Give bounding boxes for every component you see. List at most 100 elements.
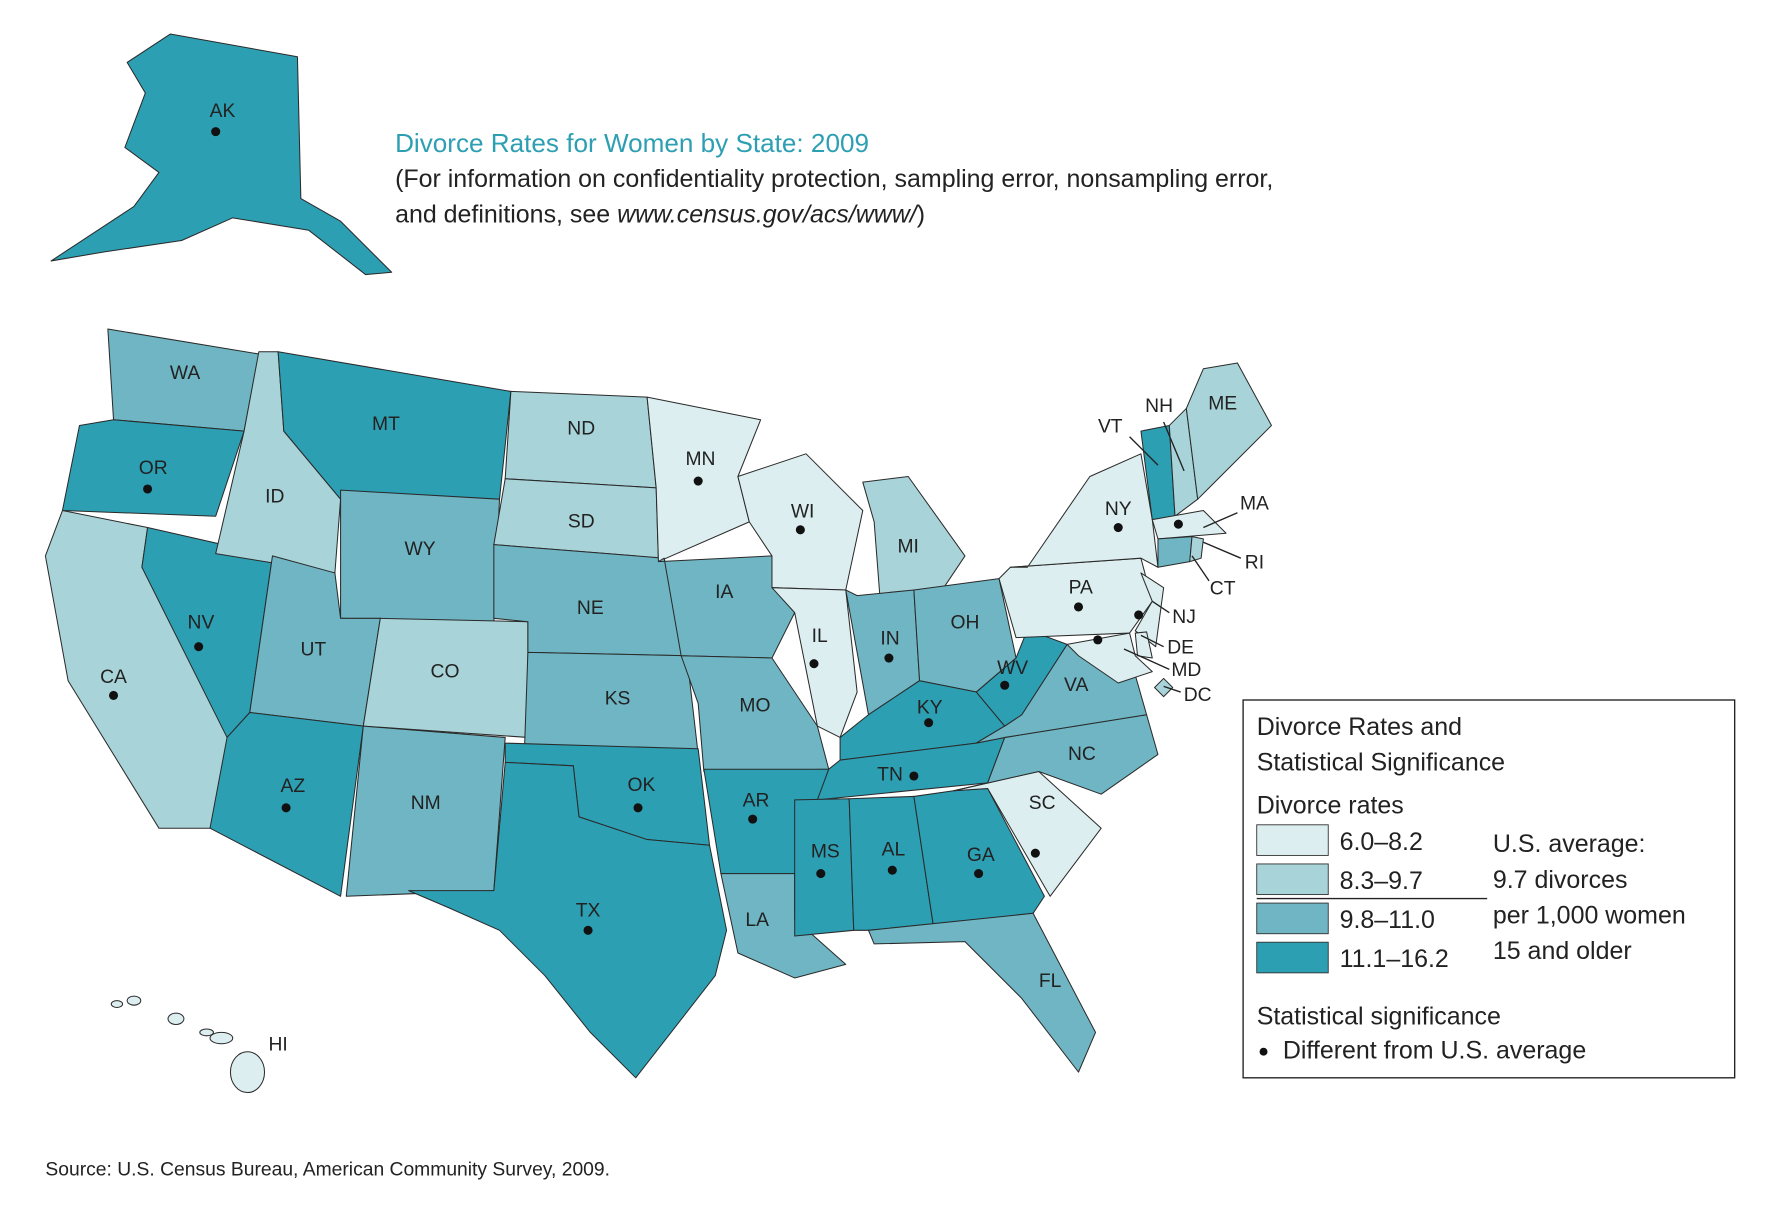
subtitle-text: and definitions, see bbox=[395, 200, 617, 228]
state-label: NV bbox=[188, 613, 215, 634]
state-label: ID bbox=[265, 487, 284, 508]
state-label: MT bbox=[372, 414, 400, 435]
state-label: IA bbox=[715, 582, 733, 603]
state-label: SD bbox=[568, 512, 595, 533]
state-shape bbox=[50, 33, 393, 276]
subtitle-text: ) bbox=[917, 200, 925, 228]
state-label: UT bbox=[300, 640, 326, 661]
legend-dot bbox=[1259, 1047, 1268, 1056]
legend-swatch bbox=[1256, 863, 1329, 896]
state-shape bbox=[209, 1031, 234, 1045]
state-label: DC bbox=[1184, 685, 1212, 706]
state-label: TX bbox=[576, 901, 601, 922]
legend-title: Statistical Significance bbox=[1257, 748, 1505, 776]
state-label: AL bbox=[882, 839, 906, 860]
significance-dot bbox=[887, 865, 897, 875]
significance-dot bbox=[194, 642, 204, 652]
state-shape bbox=[167, 1012, 185, 1025]
state-label: MN bbox=[685, 449, 715, 470]
state-label: WI bbox=[791, 501, 815, 522]
state-shape bbox=[1185, 362, 1272, 500]
state-label: KS bbox=[605, 689, 631, 710]
legend-note: 15 and older bbox=[1493, 937, 1632, 965]
state-label: DE bbox=[1167, 637, 1194, 658]
legend: Divorce Rates and Statistical Significan… bbox=[1242, 699, 1736, 1079]
significance-dot bbox=[974, 869, 984, 879]
significance-dot bbox=[924, 718, 934, 728]
state-shape bbox=[229, 1051, 266, 1094]
leader-line bbox=[1140, 634, 1164, 648]
significance-dot bbox=[909, 771, 919, 781]
state-label: ND bbox=[567, 419, 595, 440]
state-label: AZ bbox=[281, 776, 306, 797]
legend-note: U.S. average: bbox=[1493, 830, 1646, 858]
state-label: NH bbox=[1145, 396, 1173, 417]
state-label: WV bbox=[997, 658, 1028, 679]
subtitle: (For information on confidentiality prot… bbox=[395, 165, 1273, 193]
state-shape bbox=[504, 390, 657, 489]
leader-line bbox=[1163, 685, 1181, 693]
state-label: WY bbox=[405, 539, 436, 560]
state-label: NY bbox=[1105, 499, 1132, 520]
state-label: MS bbox=[811, 842, 840, 863]
legend-swatch bbox=[1256, 941, 1329, 974]
significance-dot bbox=[1093, 635, 1103, 645]
significance-dot bbox=[693, 476, 703, 486]
legend-heading: Statistical significance bbox=[1257, 1002, 1501, 1030]
legend-swatch bbox=[1256, 902, 1329, 935]
significance-dot bbox=[211, 127, 221, 137]
state-label: OK bbox=[627, 775, 655, 796]
leader-line bbox=[1203, 512, 1238, 529]
legend-label: 11.1–16.2 bbox=[1340, 945, 1449, 973]
state-label: IN bbox=[880, 628, 899, 649]
state-label: KY bbox=[917, 698, 943, 719]
significance-dot bbox=[809, 659, 819, 669]
significance-dot bbox=[816, 869, 826, 879]
leader-lines bbox=[1123, 421, 1242, 693]
state-label: RI bbox=[1245, 552, 1264, 573]
state-shape bbox=[1009, 453, 1159, 568]
significance-dot bbox=[748, 814, 758, 824]
legend-swatch bbox=[1256, 824, 1329, 856]
state-shape bbox=[867, 912, 1097, 1073]
state-label: CT bbox=[1210, 578, 1236, 599]
significance-dot bbox=[795, 525, 805, 535]
significance-dot bbox=[143, 484, 153, 494]
legend-title: Divorce Rates and bbox=[1257, 713, 1462, 741]
legend-heading: Divorce rates bbox=[1257, 791, 1404, 819]
state-shape bbox=[61, 419, 245, 517]
legend-label: 8.3–9.7 bbox=[1340, 867, 1423, 895]
state-shape bbox=[126, 995, 142, 1006]
state-label: WA bbox=[170, 363, 200, 384]
legend-note: per 1,000 women bbox=[1493, 902, 1686, 930]
state-label: MI bbox=[897, 537, 918, 558]
significance-dot bbox=[1134, 610, 1144, 620]
state-label: OR bbox=[139, 458, 168, 479]
state-shape bbox=[1157, 536, 1193, 568]
state-shape bbox=[794, 798, 855, 937]
subtitle-url: www.census.gov/acs/www/ bbox=[617, 200, 920, 228]
state-label: TN bbox=[877, 765, 903, 786]
significance-dot bbox=[1000, 680, 1010, 690]
state-label: NJ bbox=[1172, 607, 1196, 628]
leader-line bbox=[1163, 421, 1185, 472]
state-label: AR bbox=[743, 791, 770, 812]
state-shape bbox=[1151, 510, 1227, 540]
legend-note: 9.7 divorces bbox=[1493, 866, 1628, 894]
state-label: VT bbox=[1098, 416, 1123, 437]
significance-dot bbox=[1113, 523, 1123, 533]
state-label: OH bbox=[951, 613, 980, 634]
significance-dot bbox=[633, 803, 643, 813]
significance-dot bbox=[281, 803, 291, 813]
leader-line bbox=[1191, 555, 1210, 582]
legend-label: 6.0–8.2 bbox=[1340, 828, 1423, 856]
state-label: FL bbox=[1039, 971, 1062, 992]
state-shape bbox=[199, 1028, 214, 1037]
subtitle: and definitions, see www.census.gov/acs/… bbox=[395, 200, 925, 228]
state-shape bbox=[408, 761, 728, 1079]
significance-dot bbox=[1073, 602, 1084, 612]
state-label: GA bbox=[967, 845, 995, 866]
state-label: ME bbox=[1208, 394, 1237, 415]
significance-dot bbox=[108, 690, 119, 701]
